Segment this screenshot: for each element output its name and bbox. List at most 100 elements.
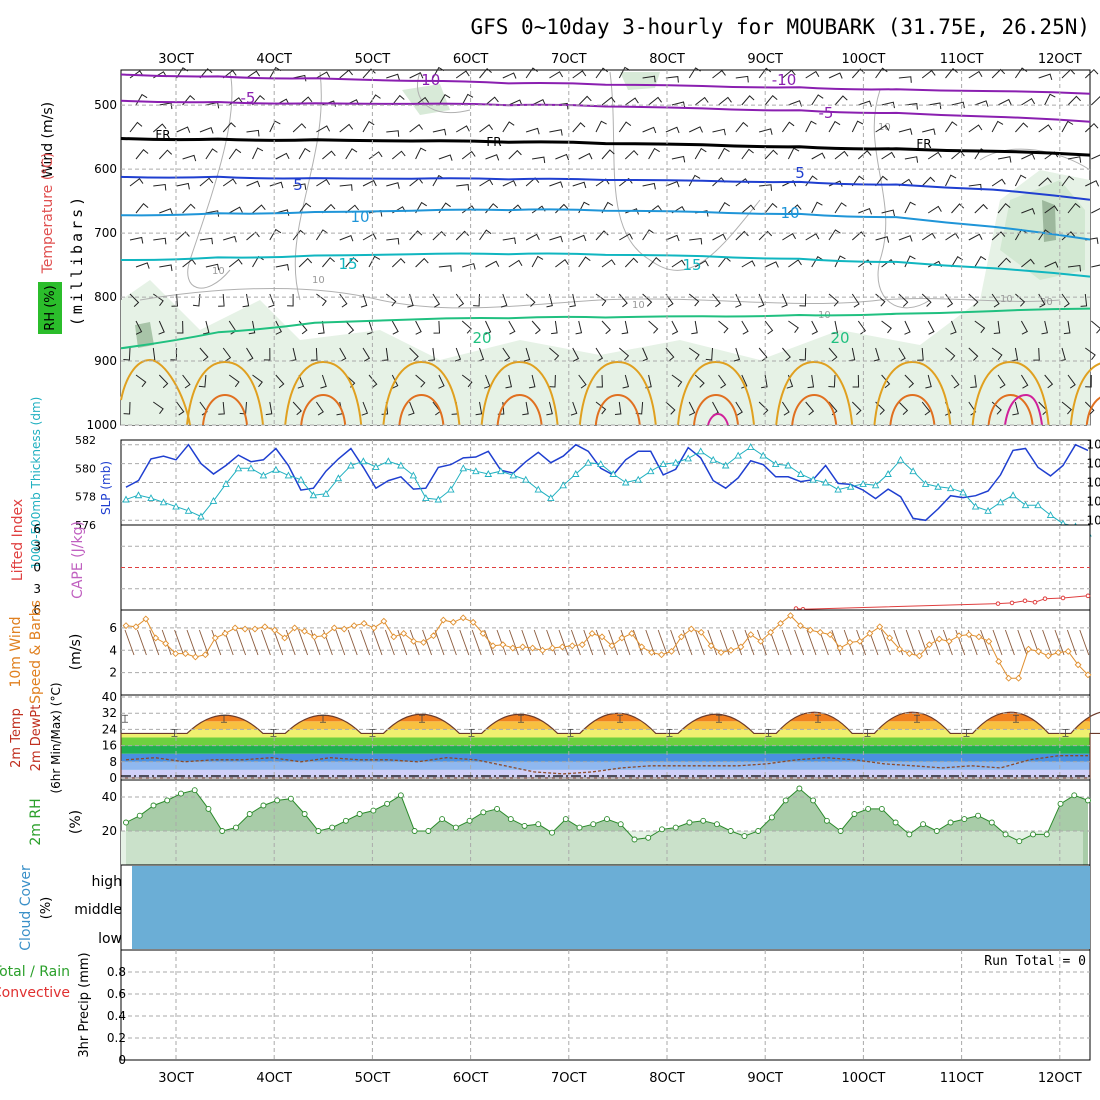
wind10m-barb [285, 629, 296, 656]
wind-barb [595, 120, 607, 133]
wind-barb [665, 76, 679, 83]
wind-barb [1084, 68, 1099, 79]
wind-barb [528, 374, 536, 389]
rh-fill-area [1000, 180, 1085, 280]
y-tick-label: 600 [94, 162, 117, 176]
wind10m-marker [757, 637, 765, 645]
rh-contour-line [979, 148, 1091, 171]
y-tick-label: 40 [102, 790, 117, 804]
wind-barb [641, 347, 649, 362]
wind-barb [648, 320, 659, 334]
wind-barb [461, 150, 476, 160]
wind10m-marker [489, 642, 497, 650]
warm-contour [202, 393, 248, 426]
wind-barb [735, 293, 742, 308]
wind-barb [315, 229, 329, 241]
wind-barb [135, 320, 143, 335]
wind-barb [921, 69, 936, 79]
thickness-marker [871, 481, 880, 489]
thickness-marker [309, 491, 318, 499]
wind-barb [135, 374, 147, 388]
time-tick-label: 12OCT [1038, 52, 1082, 67]
minmax-errorbar [617, 714, 623, 723]
y-tick-label: 4 [109, 643, 117, 657]
thickness-marker [1009, 491, 1017, 499]
thickness-marker [397, 461, 405, 469]
wind-barb [153, 183, 167, 191]
wind-barb [991, 178, 1006, 187]
wind-barb [1080, 293, 1088, 307]
wind-barb [502, 180, 517, 187]
wind-barb [904, 103, 918, 110]
wind-barb [799, 293, 807, 307]
thickness-marker [297, 475, 305, 483]
wind10m-barb [930, 629, 941, 656]
rh2m-marker [576, 824, 583, 831]
wind10m-barb [595, 629, 606, 656]
wind-barb [764, 94, 778, 106]
wind-barb [764, 149, 778, 160]
wind-barb [362, 68, 376, 79]
precip-ylabel: 3hr Precip (mm) [77, 952, 92, 1057]
wind10m-marker [1074, 661, 1082, 669]
rh2m-marker [755, 828, 762, 834]
wind-barb [621, 320, 629, 335]
wind10m-marker [1025, 645, 1032, 653]
rh2m-marker [191, 787, 198, 794]
wind10m-marker [410, 637, 418, 645]
wind-barb [182, 154, 197, 162]
wind-barb [758, 230, 773, 241]
wind10m-marker [499, 641, 507, 649]
wind-barb [735, 401, 743, 416]
wind-barb [129, 236, 144, 244]
wind10m-barb [446, 629, 457, 656]
wind-barb [316, 71, 331, 79]
wind-barb [432, 230, 446, 241]
wind10m-marker [906, 650, 913, 658]
wind10m-barb [1054, 629, 1065, 656]
wind10m-barb [546, 629, 557, 656]
wind-barb [851, 401, 862, 415]
chart-title: GFS 0~10day 3-hourly for MOUBARK (31.75E… [470, 15, 1090, 39]
wind-barb [688, 174, 701, 187]
thickness-marker [834, 485, 842, 493]
wind-barb [386, 237, 400, 245]
wind10m-marker [122, 622, 130, 630]
wind-barb [665, 180, 680, 188]
wind-barb [875, 67, 888, 79]
y-tick-label: 1000 [86, 418, 117, 432]
thickness-marker [634, 475, 642, 483]
isotherm [120, 252, 1091, 278]
wind-barb [705, 347, 713, 361]
wind-barb [811, 256, 824, 268]
isotherm-label: 15 [338, 255, 357, 273]
thickness-marker [209, 496, 218, 504]
wind-barb [275, 374, 285, 389]
slp-label: SLP (mb) [99, 461, 113, 515]
wind-barb [1038, 229, 1051, 241]
y-tick-label: 1014 [1086, 438, 1100, 452]
thickness-marker [859, 479, 867, 487]
wind-barb [505, 374, 512, 389]
minmax-errorbar [815, 714, 821, 723]
wind10m-marker [449, 618, 457, 626]
wind-barb [993, 320, 1001, 334]
wind-barb [974, 255, 987, 268]
wind-barb [642, 229, 655, 241]
wind-barb [805, 120, 817, 133]
wind10m-barb [273, 629, 284, 656]
wind-barb [622, 374, 630, 389]
thickness-marker [172, 502, 180, 510]
wind-barb [921, 232, 936, 241]
rh2m-marker [961, 816, 968, 823]
wind-barb [263, 347, 271, 361]
wind10m-marker [588, 630, 596, 637]
wind-barb [945, 347, 956, 361]
wind-barb [502, 237, 516, 244]
wind-barb [252, 374, 263, 388]
wind-barb [432, 66, 445, 79]
wind10m-marker [727, 646, 735, 654]
wind-barb [712, 128, 726, 136]
wind-barb [129, 121, 143, 133]
wind-barb [807, 374, 815, 389]
